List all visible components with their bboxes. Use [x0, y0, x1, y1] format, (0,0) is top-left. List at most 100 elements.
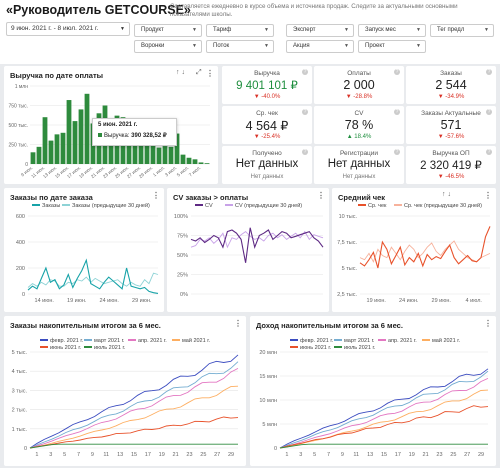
filter-dropdown[interactable]: Проект ▼ — [358, 40, 426, 53]
more-menu-icon[interactable]: ⋮ — [484, 319, 492, 328]
bar[interactable] — [138, 140, 144, 164]
series-line — [29, 385, 239, 449]
legend-label[interactable]: CV — [205, 203, 213, 209]
filter-dropdown[interactable]: Тариф ▼ — [206, 24, 274, 37]
date-range-picker[interactable]: 9 июн. 2021 г. - 8 июл. 2021 г. ▼ — [6, 22, 130, 36]
filter-label: Тег предл — [437, 27, 465, 33]
y-tick-label: 10 млн — [259, 398, 277, 404]
bar[interactable] — [192, 159, 198, 164]
legend-label[interactable]: февр. 2021 г. — [50, 338, 84, 344]
y-tick-label: 2 тыс. — [12, 408, 28, 414]
x-tick-label: 25 — [200, 452, 206, 458]
bar[interactable] — [72, 121, 78, 164]
legend-label[interactable]: Заказы (предыдущие 30 дней) — [72, 202, 150, 209]
legend-label[interactable]: апр. 2021 г. — [138, 338, 167, 344]
bar[interactable] — [84, 93, 90, 164]
filter-dropdown[interactable]: Тег предл ▼ — [430, 24, 494, 37]
sort-arrows-icon[interactable]: ↑ ↓ — [176, 69, 185, 76]
legend-label[interactable]: апр. 2021 г. — [388, 338, 417, 344]
bar[interactable] — [156, 147, 162, 164]
arrow-down-icon: ▼ — [437, 134, 446, 140]
kpi-card: ? Оплаты 2 000 ▼ -28.8% — [314, 66, 404, 104]
kpi-change-value: -40.0% — [261, 94, 281, 100]
legend-label[interactable]: июнь 2021 г. — [300, 345, 332, 351]
filter-label: Тариф — [213, 27, 232, 33]
y-tick-label: 7,5 тыс. — [337, 240, 357, 246]
kpi-card: ? Получено Нет данных Нет данных — [222, 146, 312, 184]
bar[interactable] — [204, 163, 210, 164]
bar[interactable] — [144, 138, 150, 164]
more-menu-icon[interactable]: ⋮ — [234, 319, 242, 328]
legend-label[interactable]: февр. 2021 г. — [300, 338, 334, 344]
bar[interactable] — [48, 140, 54, 164]
bar[interactable] — [36, 146, 42, 164]
series-line — [279, 389, 489, 449]
legend-label[interactable]: март 2021 г. — [344, 338, 375, 344]
bar[interactable] — [54, 134, 60, 164]
y-tick-label: 3 тыс. — [12, 388, 28, 394]
chevron-down-icon: ▼ — [264, 27, 269, 33]
x-tick-label: 27 — [214, 452, 220, 458]
filter-dropdown[interactable]: Воронки ▼ — [134, 40, 202, 53]
legend-label[interactable]: июнь 2021 г. — [50, 345, 82, 351]
y-tick-label: 75% — [177, 234, 188, 240]
series-line — [359, 226, 491, 269]
help-icon[interactable]: ? — [302, 149, 308, 155]
x-tick-label: 11 — [353, 452, 359, 458]
bar[interactable] — [198, 162, 204, 164]
help-icon[interactable]: ? — [394, 69, 400, 75]
legend-label[interactable]: май 2021 г. — [432, 337, 461, 344]
help-icon[interactable]: ? — [302, 69, 308, 75]
more-menu-icon[interactable]: ⋮ — [206, 69, 214, 78]
filter-dropdown[interactable]: Запуск мес ▼ — [358, 24, 426, 37]
legend-label[interactable]: май 2021 г. — [182, 337, 211, 344]
legend-label[interactable]: июль 2021 г. — [94, 345, 126, 351]
help-icon[interactable]: ? — [486, 149, 492, 155]
expand-icon[interactable]: ⤢ — [196, 69, 202, 76]
y-tick-label: 2,5 тыс. — [337, 292, 357, 298]
filter-dropdown[interactable]: Поток ▼ — [206, 40, 274, 53]
bar[interactable] — [60, 132, 66, 164]
legend-label[interactable]: Ср. чек — [368, 203, 387, 209]
x-tick-label: 29 — [228, 452, 234, 458]
bar[interactable] — [126, 134, 132, 164]
series-line — [279, 443, 488, 449]
date-range-label: 9 июн. 2021 г. - 8 июл. 2021 г. — [11, 25, 99, 32]
filter-dropdown[interactable]: Эксперт ▼ — [286, 24, 354, 37]
sort-arrows-icon[interactable]: ↑ ↓ — [442, 191, 451, 198]
bar[interactable] — [180, 154, 186, 164]
y-tick-label: 0 — [24, 446, 27, 452]
x-tick-label: 15 — [131, 452, 137, 458]
bar[interactable] — [150, 144, 156, 165]
legend-label[interactable]: июль 2021 г. — [344, 345, 376, 351]
help-icon[interactable]: ? — [486, 69, 492, 75]
bar[interactable] — [78, 109, 84, 164]
legend-label[interactable]: CV (предыдущие 30 дней) — [235, 202, 302, 209]
filter-dropdown[interactable]: Продукт ▼ — [134, 24, 202, 37]
legend-label[interactable]: Ср. чек (предыдущие 30 дней) — [404, 202, 482, 209]
more-menu-icon[interactable]: ⋮ — [317, 191, 325, 200]
help-icon[interactable]: ? — [302, 109, 308, 115]
x-tick-label: 29 — [478, 452, 484, 458]
help-icon[interactable]: ? — [486, 109, 492, 115]
bar[interactable] — [174, 133, 180, 164]
bar[interactable] — [30, 152, 36, 164]
help-icon[interactable]: ? — [394, 149, 400, 155]
y-tick-label: 0 — [22, 292, 25, 298]
bar[interactable] — [186, 157, 192, 164]
orders-cumulative-card: Заказы накопительным итогом за 6 мес. ⋮ … — [4, 316, 246, 466]
x-tick-label: 24 июн. — [399, 298, 419, 304]
orders-cumulative-title: Заказы накопительным итогом за 6 мес. — [10, 321, 161, 330]
x-tick-label: 29 июн. — [132, 298, 152, 304]
x-tick-label: 19 — [159, 452, 165, 458]
bar[interactable] — [162, 146, 168, 164]
bar[interactable] — [168, 146, 174, 164]
legend-label[interactable]: Заказы — [42, 203, 60, 209]
help-icon[interactable]: ? — [394, 109, 400, 115]
more-menu-icon[interactable]: ⋮ — [152, 191, 160, 200]
more-menu-icon[interactable]: ⋮ — [484, 191, 492, 200]
legend-label[interactable]: март 2021 г. — [94, 338, 125, 344]
filter-dropdown[interactable]: Акция ▼ — [286, 40, 354, 53]
bar[interactable] — [42, 117, 48, 164]
bar[interactable] — [66, 100, 72, 164]
